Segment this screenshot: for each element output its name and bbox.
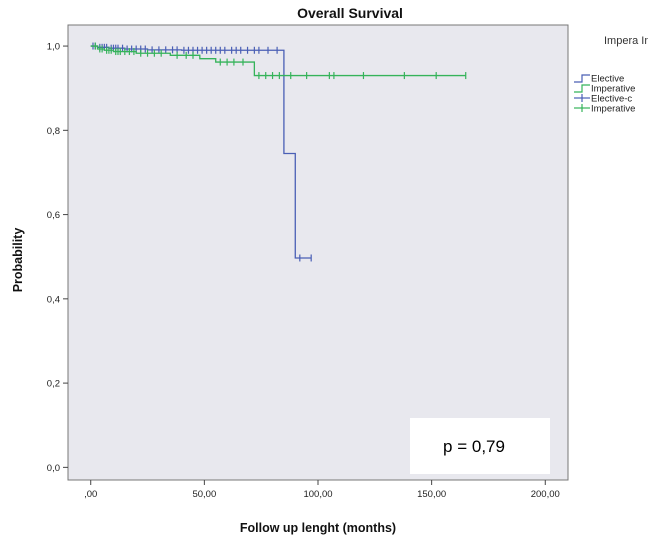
x-axis-label: Follow up lenght (months) xyxy=(240,521,396,535)
pvalue-box xyxy=(410,418,550,474)
chart-title: Overall Survival xyxy=(297,5,403,21)
plot-area xyxy=(67,24,569,481)
y-tick-label: 0,4 xyxy=(47,294,60,305)
legend-label: Imperative xyxy=(591,84,635,95)
x-axis-ticks: ,00 50,00 100,00 150,00 200,00 xyxy=(84,480,560,500)
series-line-elective xyxy=(90,45,312,259)
legend-label: Elective xyxy=(591,74,624,85)
series-line-imperative xyxy=(90,45,466,77)
legend: Impera Indica ElectiveImperativeElective… xyxy=(574,35,648,115)
y-axis-ticks: 0,0 0,2 0,4 0,6 0,8 1,0 xyxy=(47,42,68,474)
series-layer xyxy=(90,42,467,262)
legend-label: Elective-c xyxy=(591,94,632,105)
x-tick-label: 200,00 xyxy=(531,489,560,500)
x-tick-label: 100,00 xyxy=(303,489,332,500)
x-tick-label: ,00 xyxy=(84,489,97,500)
legend-title: Impera Indica xyxy=(604,35,648,47)
legend-swatch-step xyxy=(574,84,590,93)
y-axis-label: Probability xyxy=(11,228,25,293)
y-tick-label: 0,0 xyxy=(47,463,60,474)
x-tick-label: 150,00 xyxy=(417,489,446,500)
y-tick-label: 0,6 xyxy=(47,210,60,221)
legend-label: Imperative xyxy=(591,104,635,115)
y-tick-label: 0,2 xyxy=(47,379,60,390)
x-tick-label: 50,00 xyxy=(192,489,216,500)
legend-swatch-step xyxy=(574,74,590,83)
y-tick-label: 0,8 xyxy=(47,126,60,137)
pvalue-annotation: p = 0,79 xyxy=(443,437,505,456)
y-tick-label: 1,0 xyxy=(47,42,60,53)
